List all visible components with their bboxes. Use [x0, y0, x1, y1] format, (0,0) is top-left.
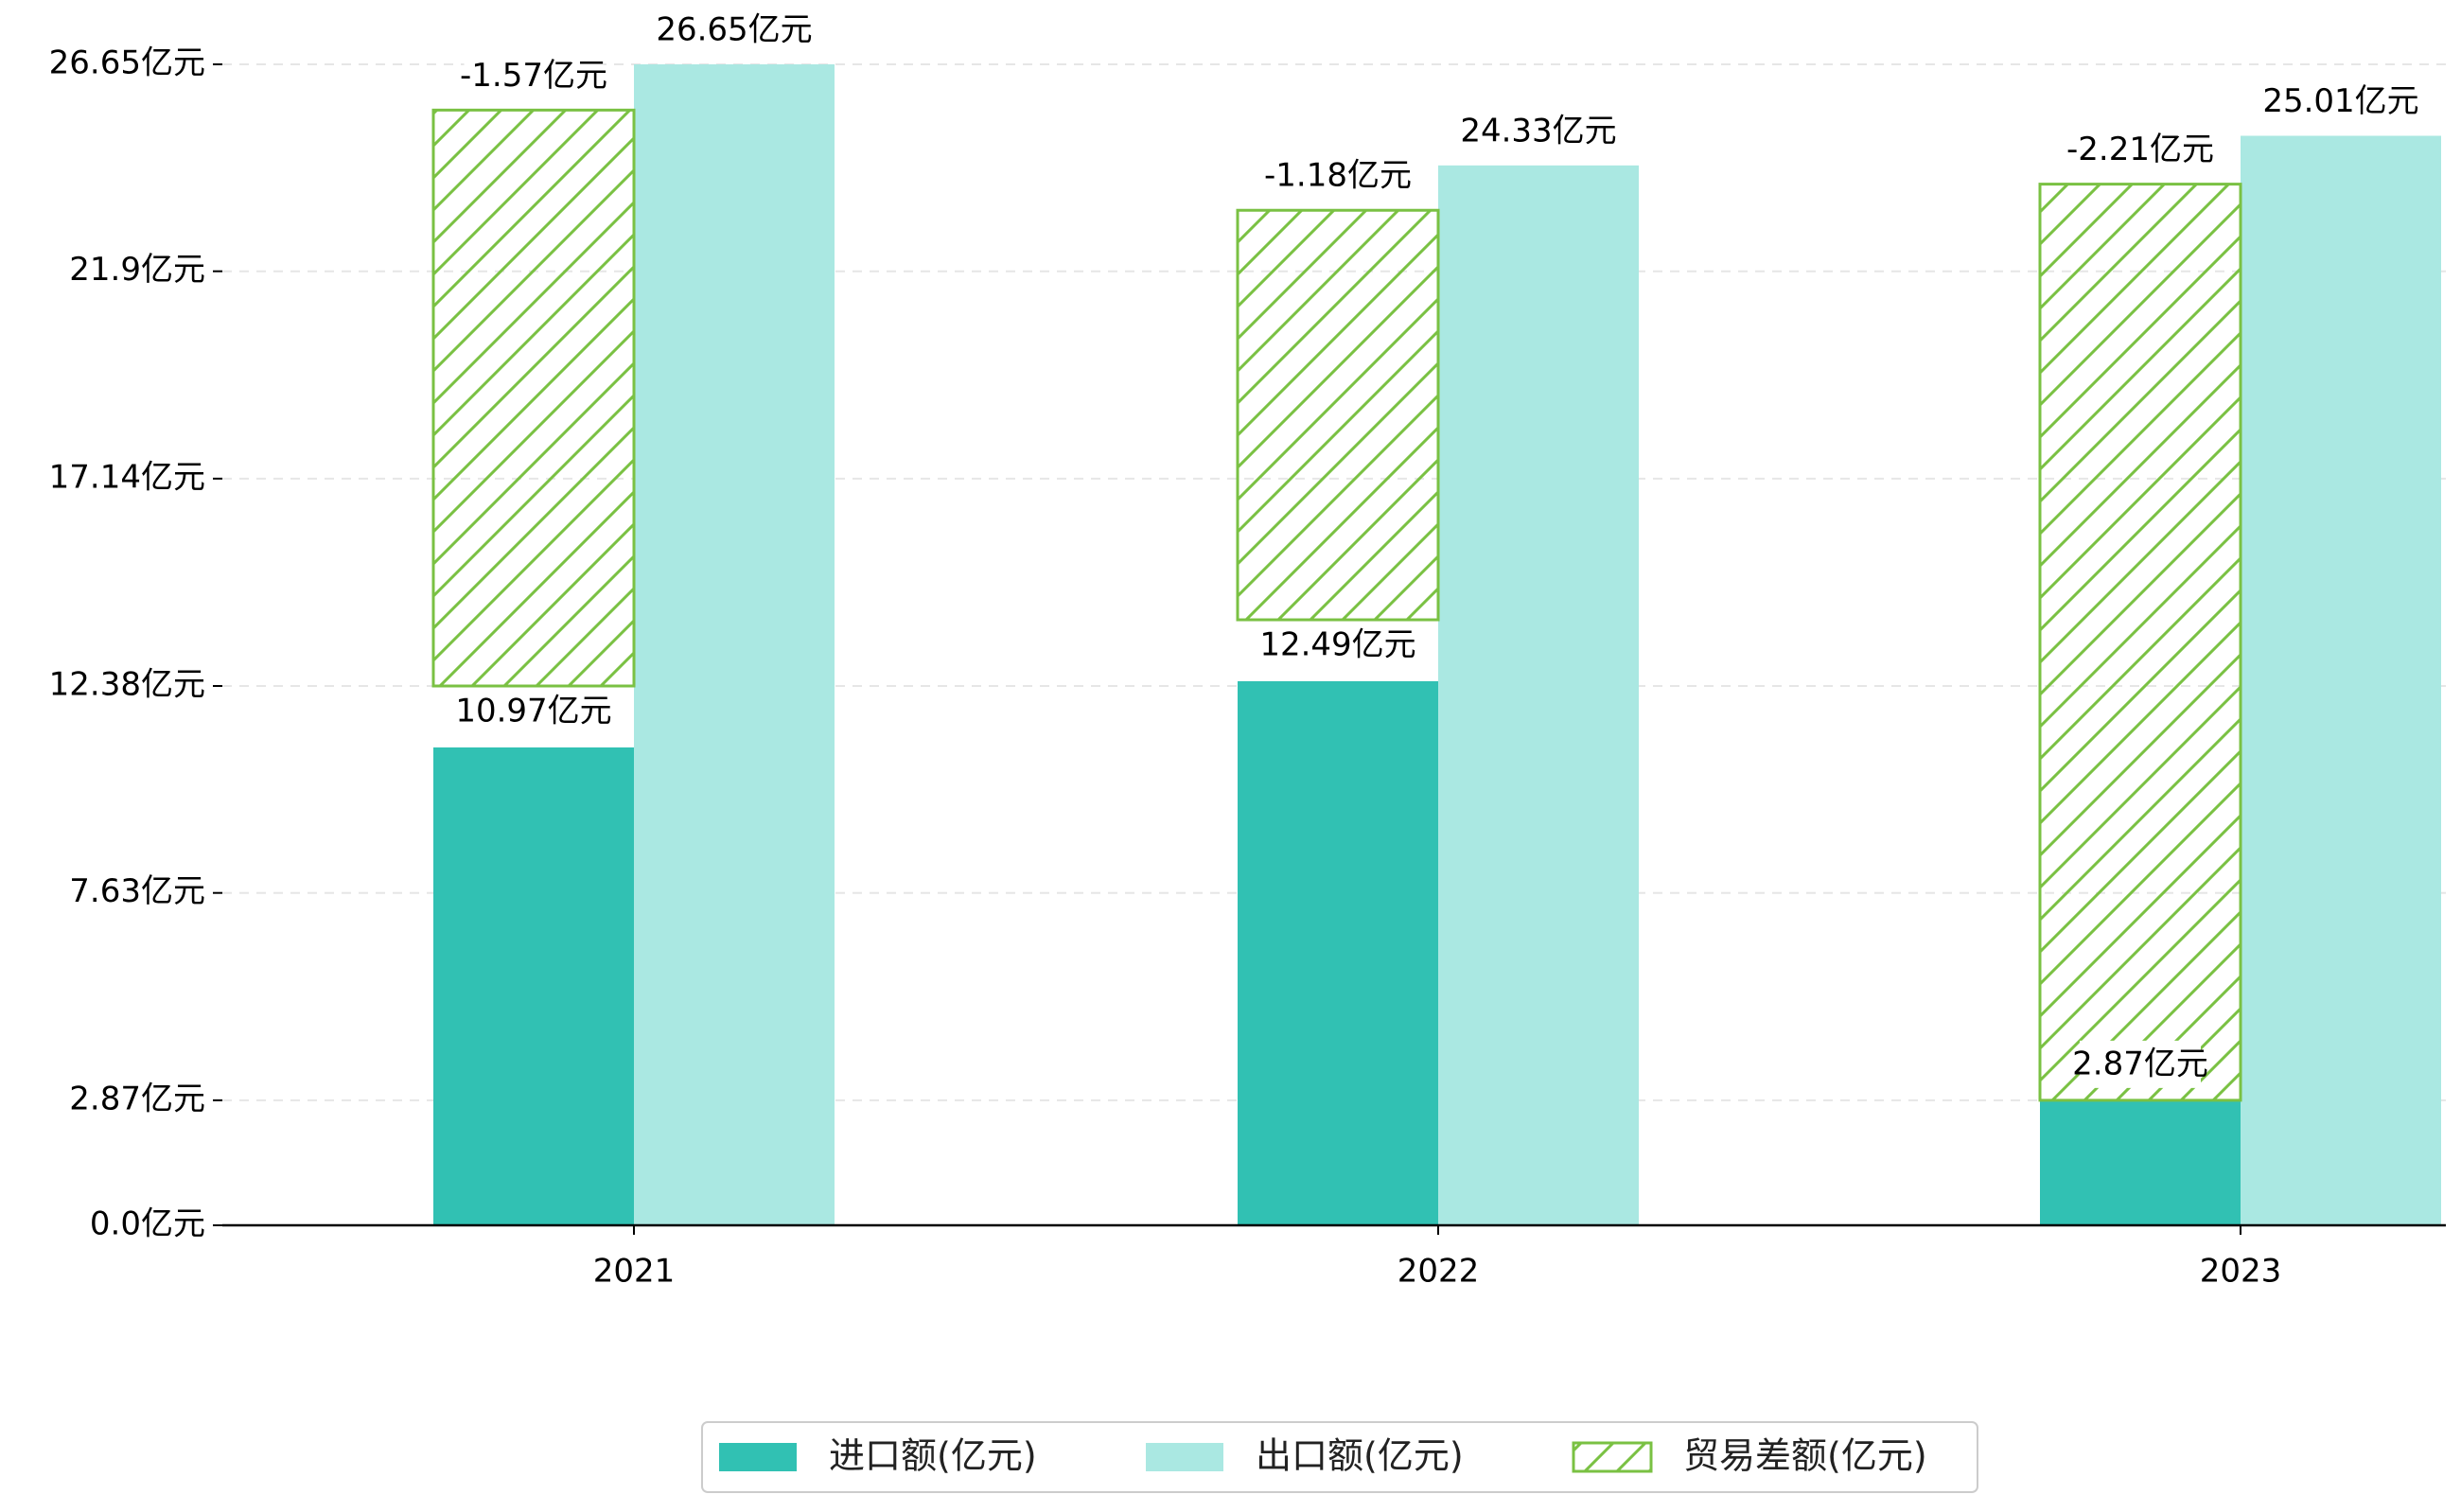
legend-swatch-export: [1146, 1443, 1223, 1471]
balance-bar: [1236, 208, 1440, 622]
balance-value-label-group: -1.57亿元: [460, 52, 607, 100]
export-value-label: 26.65亿元: [656, 11, 812, 49]
import-bar: [2040, 1099, 2241, 1225]
import-value-label-group: 10.97亿元: [455, 687, 612, 735]
export-value-label: 25.01亿元: [2262, 82, 2418, 120]
x-tick-label: 2022: [1397, 1253, 1480, 1291]
balance-value-label-bg: [2070, 126, 2210, 174]
export-bar: [2241, 135, 2441, 1225]
legend-swatch-import: [719, 1443, 797, 1471]
data-labels: 26.65亿元 -1.57亿元 10.97亿元 24.33亿元 -1.18亿元 12.49…: [455, 7, 2419, 1088]
balance-value-label-bg: [1268, 152, 1408, 201]
legend-frame: [701, 1421, 1978, 1493]
export-bar: [1438, 165, 1639, 1225]
import-value-label-group: 2.87亿元: [2072, 1040, 2208, 1088]
axes: 0.0亿元 2.87亿元 7.63亿元 12.38亿元 17.14亿元 21.9亿元 26.…: [49, 44, 2446, 1291]
y-tick-label: 7.63亿元: [69, 872, 205, 910]
balance-bar: [431, 108, 636, 688]
y-tick-label: 0.0亿元: [90, 1205, 205, 1243]
balance-value-label-group: -1.18亿元: [1264, 152, 1412, 201]
import-bar: [433, 747, 634, 1225]
y-tick-label: 17.14亿元: [49, 458, 205, 496]
balance-value-label-bg: [464, 52, 604, 100]
balance-value-label: -1.57亿元: [460, 57, 607, 95]
balance-value-label-group: -2.21亿元: [2066, 126, 2214, 174]
x-tick-label: 2023: [2200, 1253, 2282, 1291]
import-value-label-group: 12.49亿元: [1259, 621, 1416, 669]
import-value-label: 2.87亿元: [2072, 1045, 2208, 1082]
legend: 进口额(亿元) 出口额(亿元) 贸易差额(亿元): [701, 1421, 1978, 1493]
legend-label: 贸易差额(亿元): [1683, 1435, 1927, 1477]
balance-bar: [2038, 183, 2242, 1102]
export-value-label-group: 24.33亿元: [1460, 107, 1617, 155]
balance-value-label: -2.21亿元: [2066, 131, 2214, 168]
legend-label: 进口额(亿元): [829, 1435, 1037, 1477]
import-value-label-bg: [1268, 621, 1408, 669]
y-tick-label: 2.87亿元: [69, 1080, 205, 1117]
export-value-label-bg: [1468, 107, 1608, 155]
import-value-label: 10.97亿元: [455, 692, 611, 730]
export-value-label-bg: [664, 7, 804, 54]
balance-value-label: -1.18亿元: [1264, 157, 1412, 195]
import-bar: [1238, 680, 1438, 1225]
import-value-label-bg: [2080, 1040, 2201, 1088]
import-value-label-bg: [464, 687, 604, 735]
export-value-label-group: 25.01亿元: [2262, 78, 2419, 126]
export-value-label-bg: [2271, 78, 2411, 126]
legend-swatch-balance: [1572, 1441, 1653, 1473]
x-tick-label: 2021: [593, 1253, 676, 1291]
export-value-label-group: 26.65亿元: [656, 7, 813, 54]
legend-label: 出口额(亿元): [1256, 1435, 1464, 1477]
y-tick-label: 21.9亿元: [69, 251, 205, 289]
y-tick-label: 26.65亿元: [49, 44, 205, 82]
export-bar: [634, 64, 835, 1225]
bars: [431, 64, 2441, 1225]
export-value-label: 24.33亿元: [1460, 112, 1616, 149]
import-value-label: 12.49亿元: [1259, 625, 1415, 663]
y-tick-label: 12.38亿元: [49, 666, 205, 704]
